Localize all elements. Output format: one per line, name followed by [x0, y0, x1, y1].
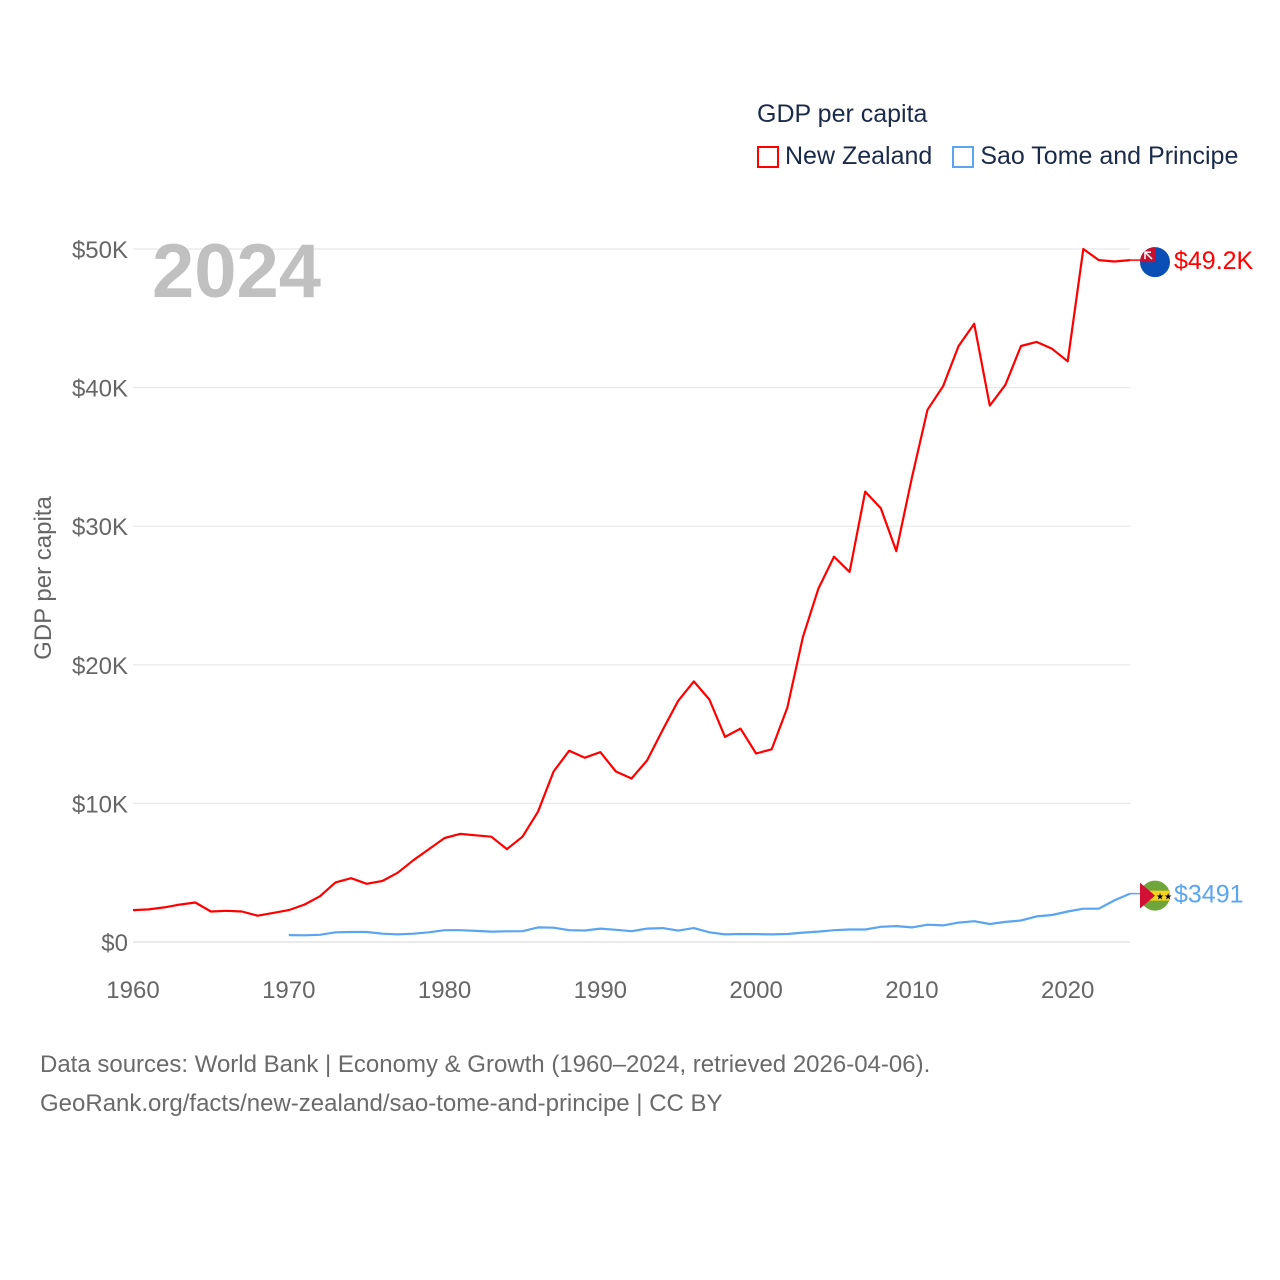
- source-link[interactable]: GeoRank.org/facts/new-zealand/sao-tome-a…: [40, 1090, 723, 1117]
- legend-swatch-sao-tome: [952, 145, 975, 168]
- y-tick-label: $10K: [72, 791, 128, 818]
- legend-item-sao-tome[interactable]: Sao Tome and Principe: [952, 142, 1238, 171]
- x-tick-label: 1990: [574, 977, 627, 1004]
- x-tick-label: 1970: [262, 977, 315, 1004]
- y-axis-title: GDP per capita: [30, 496, 57, 660]
- end-value-label: $3491: [1174, 881, 1244, 909]
- end-value-label: $49.2K: [1174, 247, 1254, 275]
- footer: Data sources: World Bank | Economy & Gro…: [40, 1045, 930, 1123]
- legend-title: GDP per capita: [757, 100, 928, 128]
- flag-cross: [1144, 251, 1153, 260]
- y-tick-label: $50K: [72, 237, 128, 264]
- x-tick-label: 1980: [418, 977, 471, 1004]
- y-tick-label: $40K: [72, 376, 128, 403]
- legend: New Zealand Sao Tome and Principe: [757, 142, 1238, 171]
- y-tick-label: $20K: [72, 653, 128, 680]
- x-tick-label: 2000: [729, 977, 782, 1004]
- y-tick-label: $30K: [72, 514, 128, 541]
- legend-swatch-new-zealand: [757, 145, 779, 168]
- flag-triangle: [1140, 882, 1155, 909]
- year-label: 2024: [152, 229, 322, 314]
- series-line-new-zealand: [132, 247, 1131, 917]
- x-tick-label: 2010: [885, 977, 938, 1004]
- x-tick-label: 2020: [1041, 977, 1094, 1004]
- flag-stars: ★★: [1156, 892, 1172, 902]
- legend-item-new-zealand[interactable]: New Zealand: [757, 142, 932, 171]
- series-line-sao-tome: [288, 892, 1131, 937]
- legend-label-sao-tome: Sao Tome and Principe: [980, 142, 1239, 170]
- y-tick-label: $0: [101, 930, 128, 957]
- x-tick-label: 1960: [106, 977, 159, 1004]
- data-source: Data sources: World Bank | Economy & Gro…: [40, 1051, 931, 1078]
- legend-label-new-zealand: New Zealand: [785, 142, 933, 170]
